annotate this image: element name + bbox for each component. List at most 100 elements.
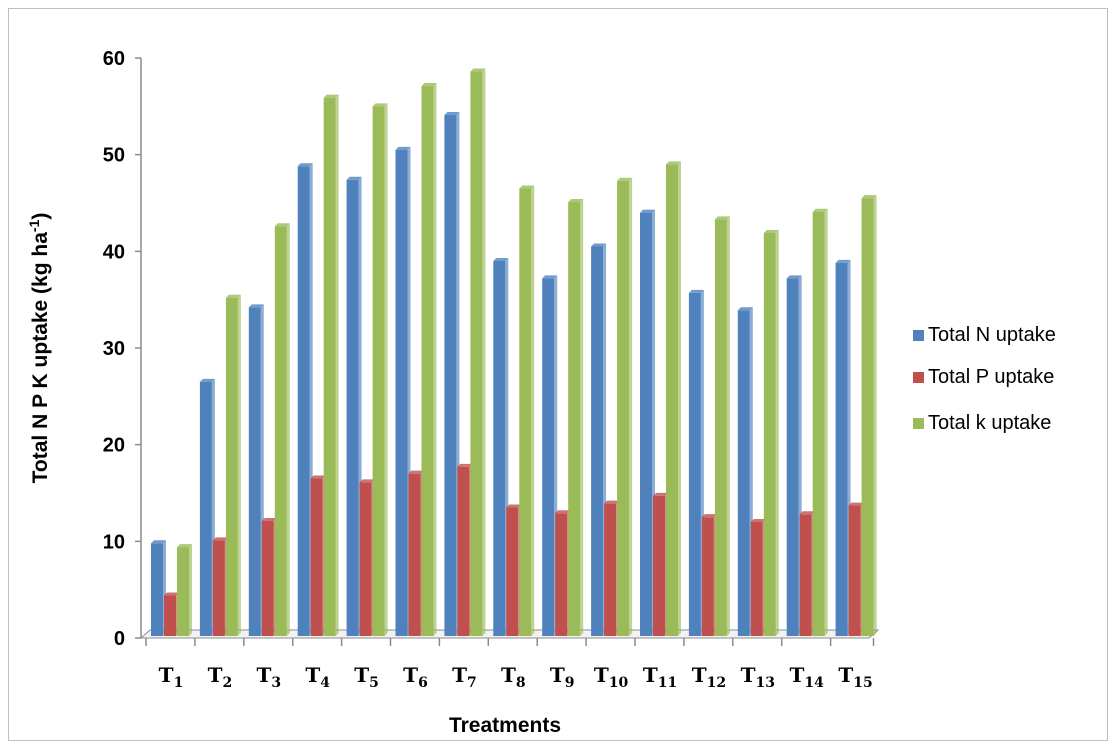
bar-front [274, 226, 287, 636]
x-tick-label-subscript: 6 [418, 675, 428, 691]
bar-top [737, 307, 753, 311]
bar-side [531, 185, 535, 636]
x-tick-label: T11 [643, 663, 677, 691]
bar-top [653, 492, 668, 496]
bar-top [408, 470, 424, 474]
bar-front [151, 543, 163, 636]
bar-front [372, 106, 385, 637]
x-tick-label-subscript: 9 [565, 675, 575, 691]
x-axis-title: Treatments [449, 714, 561, 737]
bar-side [678, 161, 681, 637]
bar-front [604, 503, 617, 636]
y-tick-label: 30 [103, 338, 125, 360]
bar-top [786, 275, 802, 279]
bar-top [701, 514, 717, 518]
bar [323, 94, 339, 637]
x-tick-label-subscript: 11 [658, 675, 677, 691]
bar-top [323, 94, 339, 98]
x-tick-label-base: T [692, 663, 707, 687]
bar-top [688, 289, 704, 293]
bar [604, 500, 620, 636]
bar-top [812, 208, 828, 212]
bar [835, 259, 851, 636]
bar-front [763, 232, 776, 636]
legend-item: Total P uptake [913, 366, 1054, 388]
bar [568, 199, 584, 637]
bar [701, 514, 717, 636]
bar-front [310, 478, 323, 636]
bar-front [640, 212, 652, 636]
bar-front [835, 262, 848, 636]
bar-top [421, 83, 437, 87]
bar [372, 103, 388, 637]
bar-front [786, 278, 799, 636]
bar-front [737, 310, 750, 636]
bar-side [629, 177, 633, 636]
legend: Total N uptake Total P uptake Total k upta… [913, 324, 1056, 434]
bar-front [542, 278, 555, 636]
bar-front [848, 505, 861, 636]
x-tick-label-subscript: 3 [271, 675, 281, 691]
bar [786, 275, 802, 636]
bar [506, 504, 522, 636]
bar-top [372, 103, 388, 107]
bar [617, 177, 633, 636]
x-tick-label-subscript: 5 [369, 675, 379, 691]
bar [151, 540, 166, 636]
bar [848, 502, 864, 636]
bar [225, 294, 241, 636]
bar-top [591, 243, 607, 247]
bar-side [726, 216, 730, 636]
bar [199, 378, 215, 636]
bar-top [359, 479, 375, 483]
x-tick-label-subscript: 15 [853, 675, 872, 691]
x-tick-label-base: T [354, 663, 369, 687]
bar-front [164, 595, 176, 636]
x-tick-label-base: T [452, 663, 467, 687]
bar-front [812, 211, 825, 636]
x-tick-label: T7 [452, 663, 477, 691]
x-tick-label: T15 [838, 663, 872, 691]
x-tick-label: T14 [790, 663, 825, 691]
bar-side [189, 544, 192, 636]
bar [799, 511, 815, 636]
y-axis-title-end: ) [29, 213, 52, 220]
x-tick-label: T9 [550, 663, 575, 691]
bar-top [848, 502, 864, 506]
x-tick-label: T8 [501, 663, 526, 691]
bar-front [225, 297, 238, 636]
x-tick-label-base: T [790, 663, 805, 687]
bar-front [688, 292, 701, 636]
y-tick-label: 20 [103, 435, 125, 457]
x-tick-label: T6 [403, 663, 428, 691]
bar [248, 304, 264, 636]
bar-front [395, 149, 408, 637]
bar [261, 518, 277, 636]
bar-top [542, 275, 558, 279]
bar-front [701, 517, 714, 636]
y-tick-label: 50 [103, 145, 125, 167]
bar-top [604, 500, 620, 504]
bar-side [775, 229, 779, 636]
bar [750, 519, 766, 636]
bar [408, 470, 424, 636]
bar [470, 68, 486, 637]
bar-side [384, 103, 388, 637]
bar-top [640, 209, 655, 213]
bar-side [482, 68, 486, 637]
bar-top [861, 195, 877, 199]
bar [714, 216, 730, 636]
bar [274, 223, 290, 636]
bar-side [824, 208, 828, 636]
bar-front [177, 547, 189, 636]
x-tick-label: T12 [692, 663, 726, 691]
legend-swatch [913, 418, 924, 429]
bar-side [433, 83, 437, 637]
bar-top [519, 185, 535, 189]
bar-front [799, 514, 812, 636]
bar [688, 289, 704, 636]
bar [346, 176, 362, 637]
x-tick-label-base: T [643, 663, 658, 687]
bar-top [164, 592, 179, 596]
